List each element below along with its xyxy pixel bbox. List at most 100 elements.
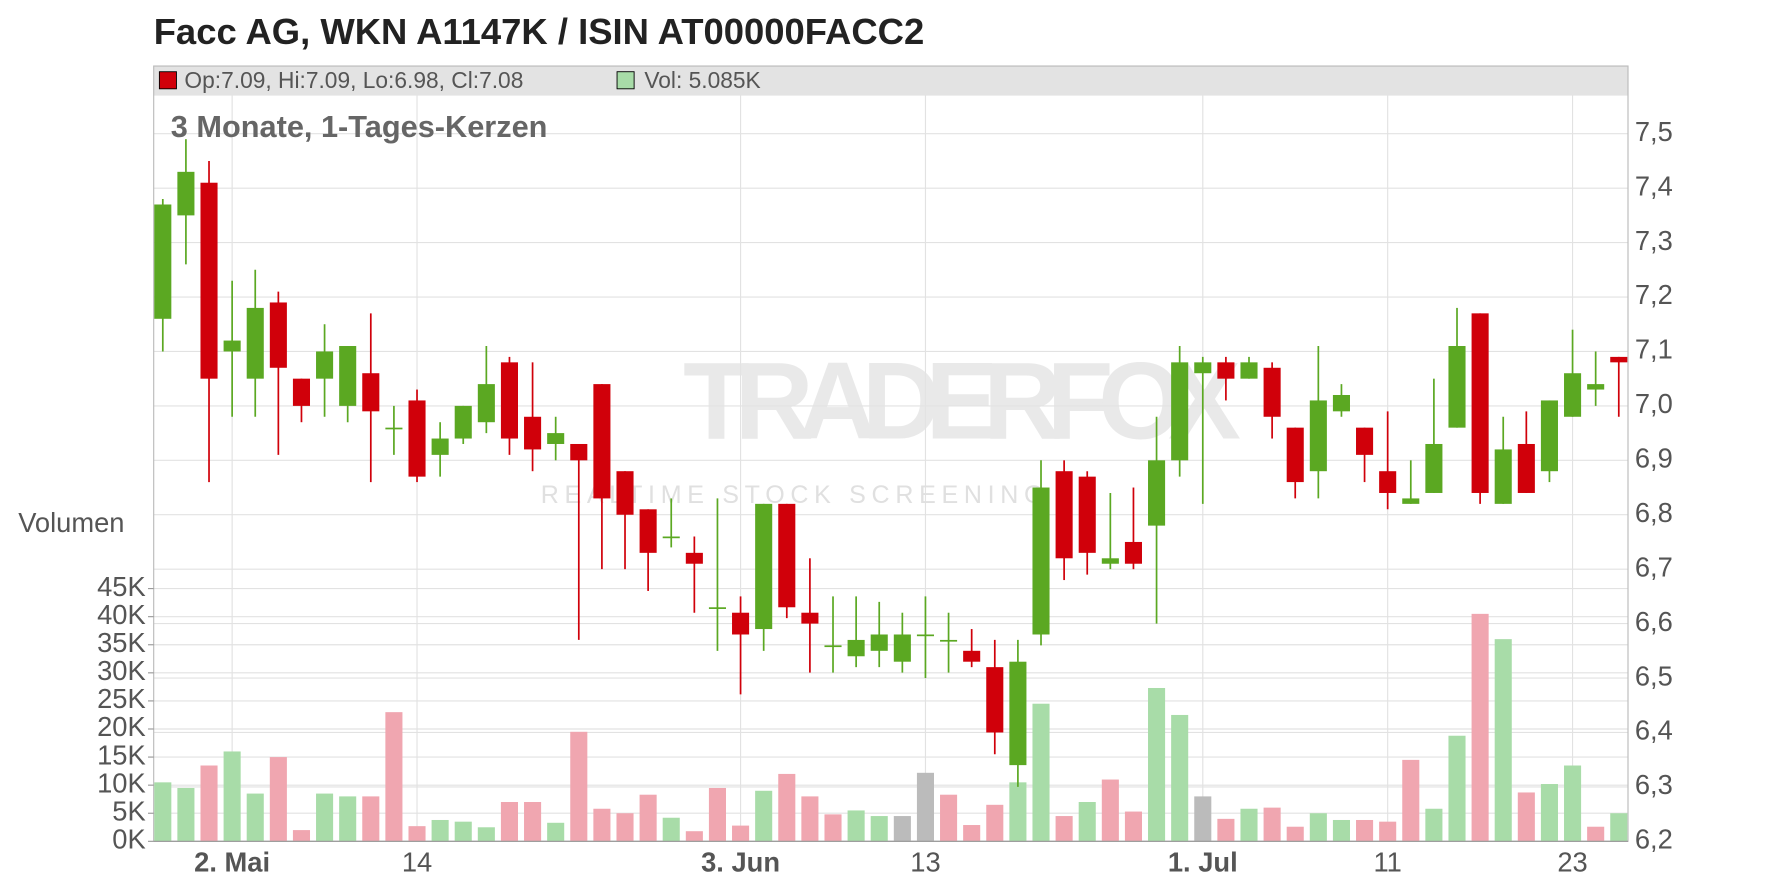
candle-body (1009, 661, 1027, 766)
candle-body (639, 509, 657, 553)
candle-body (154, 204, 172, 319)
volume-bar (986, 804, 1004, 842)
candle-body (1402, 498, 1420, 504)
volume-bar (500, 802, 518, 842)
volume-bar (269, 757, 287, 842)
candle-body (593, 384, 611, 499)
volume-tick-label: 0K (112, 824, 145, 855)
volume-bar (1055, 816, 1073, 842)
candle-body (200, 182, 218, 379)
volume-bar (524, 802, 542, 842)
chart-title: Facc AG, WKN A1147K / ISIN AT00000FACC2 (154, 11, 925, 52)
x-tick-label: 3. Jun (701, 846, 780, 877)
volume-bar (454, 821, 472, 842)
candle-body (269, 302, 287, 368)
volume-bar (778, 773, 796, 842)
candle-body (685, 552, 703, 564)
candle-body (662, 536, 680, 539)
volume-bar (1263, 807, 1281, 842)
volume-bar (154, 782, 172, 842)
volume-bar (385, 712, 403, 842)
candle-body (1332, 394, 1350, 412)
y-tick-label: 6,5 (1635, 660, 1673, 691)
volume-tick-label: 20K (97, 711, 146, 742)
candle-body (1425, 443, 1443, 493)
volume-bar (1494, 639, 1512, 842)
volume-bar (732, 825, 750, 842)
candle-body (1517, 443, 1535, 493)
candle-body (385, 427, 403, 430)
y-tick-label: 7,5 (1635, 116, 1673, 147)
volume-bar (1610, 813, 1628, 842)
volume-bar (223, 751, 241, 842)
candle-body (1587, 384, 1605, 390)
candle-body (1171, 362, 1189, 461)
volume-bar (246, 793, 264, 842)
candle-body (893, 634, 911, 662)
volume-bar (824, 814, 842, 842)
volume-bar (292, 830, 311, 842)
volume-bar (1194, 796, 1212, 842)
volume-bar (339, 796, 357, 842)
candle-body (1494, 449, 1512, 504)
candle-body (847, 639, 865, 657)
x-tick-label: 11 (1373, 846, 1401, 877)
y-tick-label: 7,3 (1635, 225, 1673, 256)
y-tick-label: 6,7 (1635, 551, 1673, 582)
x-tick-label: 23 (1557, 846, 1587, 877)
volume-bar (431, 819, 449, 842)
volume-bar (1032, 703, 1050, 842)
volume-bar (1448, 735, 1466, 842)
candle-body (824, 645, 842, 648)
candle-body (1309, 400, 1327, 472)
volume-bar (1587, 826, 1605, 842)
legend-bar (153, 66, 1629, 96)
volume-bar (1471, 613, 1489, 842)
volume-bar (200, 765, 218, 842)
volume-tick-label: 45K (97, 571, 146, 602)
volume-bar (1286, 826, 1304, 842)
y-tick-label: 7,2 (1635, 279, 1673, 310)
candle-body (986, 667, 1004, 733)
candle-body (477, 384, 495, 423)
watermark: TRADERFOX (683, 341, 1241, 463)
y-tick-label: 6,6 (1635, 606, 1673, 637)
volume-bar (362, 796, 380, 842)
volume-bar (1124, 811, 1142, 842)
volume-tick-label: 30K (97, 655, 146, 686)
volume-bar (1564, 765, 1582, 842)
candle-body (1148, 460, 1166, 526)
candle-body (778, 503, 796, 608)
candle-body (454, 405, 472, 439)
y-tick-label: 6,8 (1635, 497, 1673, 528)
candle-body (500, 362, 518, 439)
candle-body (1379, 471, 1397, 493)
volume-bar (662, 817, 680, 842)
volume-bar (870, 816, 888, 842)
candle-body (870, 634, 888, 651)
volume-bar (177, 787, 195, 842)
y-tick-label: 6,3 (1635, 769, 1673, 800)
volume-bar (639, 794, 657, 842)
legend-ohlc: Op:7.09, Hi:7.09, Lo:6.98, Cl:7.08 (184, 67, 523, 93)
candle-body (1286, 427, 1304, 483)
y-tick-label: 7,1 (1635, 334, 1673, 365)
candle-body (246, 307, 264, 379)
volume-bar (1517, 792, 1535, 842)
volume-bar (1148, 687, 1166, 842)
chart-subtitle: 3 Monate, 1-Tages-Kerzen (171, 109, 548, 144)
candle-body (1240, 362, 1258, 379)
volume-tick-label: 25K (97, 683, 146, 714)
legend-swatch (158, 71, 177, 90)
volume-bar (1425, 808, 1443, 842)
candle-body (223, 340, 241, 352)
candle-body (732, 612, 750, 635)
volume-bar (1171, 714, 1189, 842)
volume-bar (1379, 821, 1397, 842)
volume-bar (1101, 779, 1119, 842)
volume-bar (593, 808, 611, 842)
candle-body (1471, 313, 1489, 493)
candle-body (292, 378, 311, 406)
volume-tick-label: 10K (97, 767, 146, 798)
